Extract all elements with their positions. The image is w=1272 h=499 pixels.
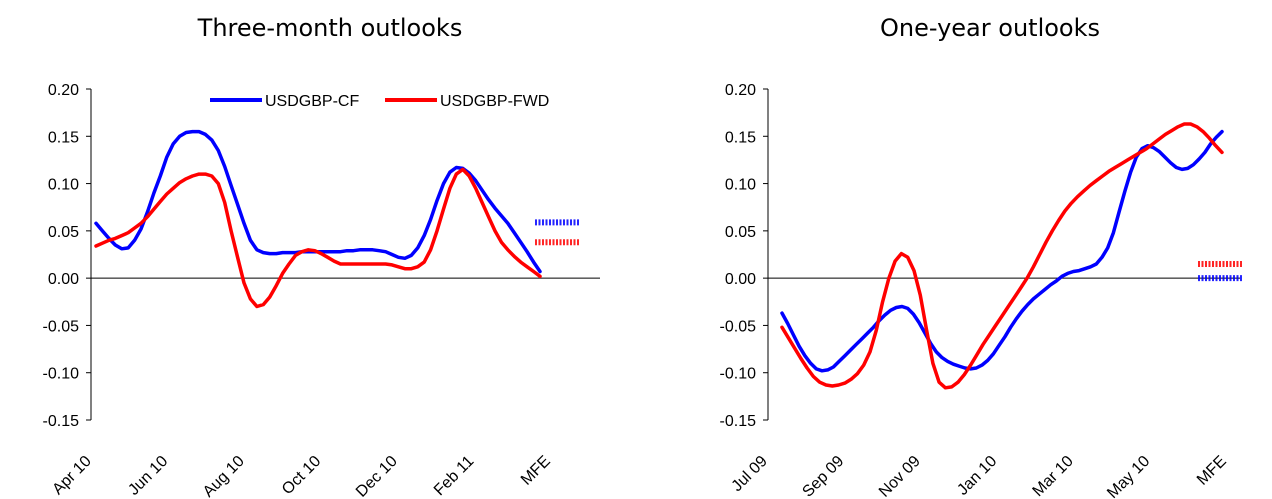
y-tick-label: -0.10 bbox=[43, 366, 80, 383]
x-tick-label: Apr 10 bbox=[49, 453, 94, 498]
x-tick-label: Nov 09 bbox=[876, 453, 924, 499]
y-tick-label: 0.00 bbox=[48, 271, 79, 288]
x-tick-label: Aug 10 bbox=[200, 453, 248, 499]
y-tick-label: 0.10 bbox=[725, 177, 756, 194]
chart-title-one-year: One-year outlooks bbox=[879, 14, 1101, 42]
y-tick-label: -0.05 bbox=[720, 318, 757, 335]
series-line-usdgbp-fwd bbox=[780, 122, 1224, 390]
x-tick-label: MFE bbox=[1194, 453, 1230, 489]
x-tick-label: Dec 10 bbox=[353, 453, 401, 499]
x-tick-label: May 10 bbox=[1104, 453, 1153, 499]
chart-title-three-month: Three-month outlooks bbox=[197, 14, 463, 42]
y-tick-label: 0.15 bbox=[725, 129, 756, 146]
x-tick-label: MFE bbox=[518, 453, 554, 489]
y-tick-label: -0.15 bbox=[720, 413, 757, 430]
x-tick-label: Jan 10 bbox=[954, 453, 1000, 499]
legend-label: USDGBP-CF bbox=[265, 93, 359, 110]
y-tick-label: 0.15 bbox=[48, 129, 79, 146]
x-tick-label: Jul 09 bbox=[729, 453, 771, 495]
x-tick-label: Mar 10 bbox=[1030, 453, 1077, 499]
y-tick-label: -0.05 bbox=[43, 318, 80, 335]
x-tick-label: Sep 09 bbox=[799, 453, 847, 499]
y-tick-label: 0.05 bbox=[725, 224, 756, 241]
x-tick-label: Jun 10 bbox=[125, 453, 171, 499]
y-tick-label: -0.10 bbox=[720, 366, 757, 383]
legend-label: USDGBP-FWD bbox=[440, 93, 549, 110]
y-tick-label: 0.10 bbox=[48, 177, 79, 194]
x-tick-label: Feb 11 bbox=[431, 453, 477, 499]
y-tick-label: 0.20 bbox=[725, 82, 756, 99]
y-tick-label: -0.15 bbox=[43, 413, 80, 430]
series-line-usdgbp-fwd bbox=[94, 167, 542, 309]
y-tick-label: 0.00 bbox=[725, 271, 756, 288]
series-line-usdgbp-cf bbox=[780, 129, 1224, 373]
x-tick-label: Oct 10 bbox=[279, 453, 324, 498]
y-tick-label: 0.05 bbox=[48, 224, 79, 241]
y-tick-label: 0.20 bbox=[48, 82, 79, 99]
